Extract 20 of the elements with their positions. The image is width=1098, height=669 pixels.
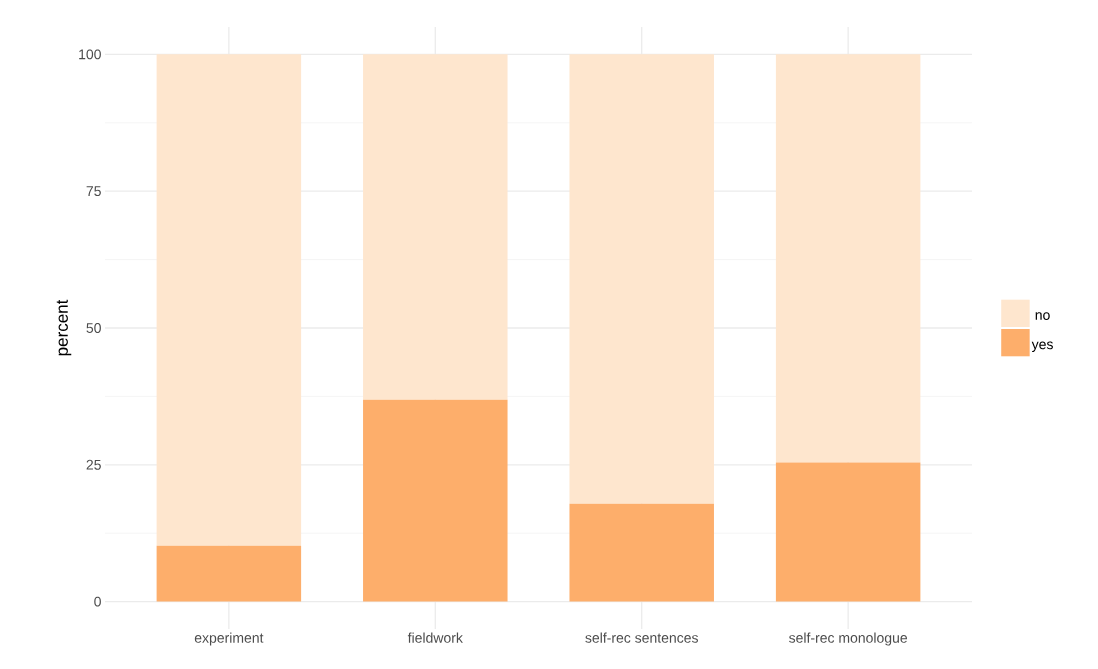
bar: [363, 54, 508, 400]
x-tick-label: self-rec monologue: [789, 632, 908, 646]
y-tick-label: 0: [94, 596, 101, 607]
bar: [569, 503, 714, 602]
x-tick-label: experiment: [194, 632, 264, 646]
bar: [775, 54, 921, 463]
legend-label: yes: [1031, 341, 1053, 352]
bar: [156, 54, 302, 546]
bar: [363, 399, 508, 602]
bar: [156, 545, 302, 602]
x-tick-label: fieldwork: [407, 632, 463, 643]
x-tick-label: self-rec sentences: [585, 632, 698, 643]
y-tick-label: 100: [79, 49, 101, 60]
legend-label: no: [1035, 312, 1050, 320]
y-axis-title: percent: [56, 299, 72, 356]
y-tick-label: 50: [86, 323, 101, 333]
bar: [569, 54, 714, 504]
y-tick-label: 75: [86, 186, 101, 197]
y-tick-label: 25: [86, 459, 101, 470]
bar: [775, 462, 921, 602]
